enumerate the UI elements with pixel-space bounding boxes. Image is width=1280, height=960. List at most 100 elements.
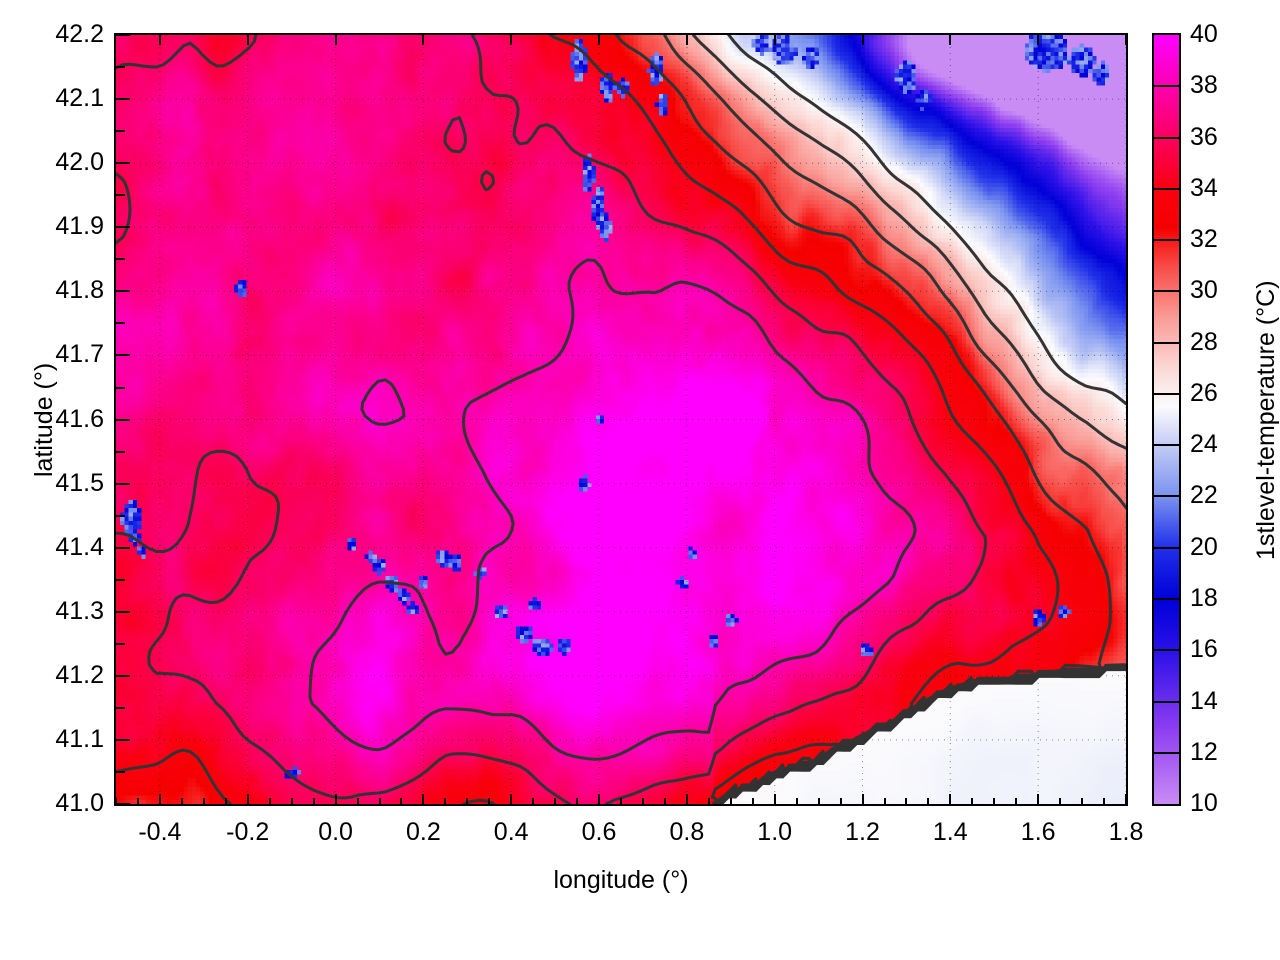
x-minor-tick bbox=[466, 798, 468, 804]
y-tick bbox=[116, 354, 130, 356]
y-tick bbox=[116, 162, 130, 164]
x-minor-tick bbox=[1059, 798, 1061, 804]
colorbar-tick-label-2: 14 bbox=[1190, 689, 1218, 714]
x-tick bbox=[510, 794, 512, 804]
x-minor-tick bbox=[730, 798, 732, 804]
x-tick-label-4: 0.4 bbox=[471, 820, 551, 845]
x-tick-top bbox=[949, 35, 951, 45]
y-minor-tick bbox=[116, 643, 125, 645]
x-tick-top bbox=[598, 35, 600, 45]
colorbar-tick bbox=[1152, 137, 1181, 139]
x-tick-top bbox=[422, 35, 424, 45]
x-tick-top bbox=[1037, 35, 1039, 45]
y-minor-tick bbox=[116, 66, 125, 68]
x-tick bbox=[862, 794, 864, 804]
x-tick bbox=[335, 794, 337, 804]
colorbar-tick-label-3: 16 bbox=[1190, 637, 1218, 662]
x-minor-tick bbox=[269, 798, 271, 804]
x-tick bbox=[1125, 794, 1127, 804]
colorbar-title: 1stlevel-temperature (°C) bbox=[1252, 280, 1280, 560]
x-tick-label-3: 0.2 bbox=[383, 820, 463, 845]
y-tick-label-11: 42.1 bbox=[8, 86, 104, 111]
colorbar-tick-label-1: 12 bbox=[1190, 740, 1218, 765]
y-minor-tick bbox=[116, 194, 125, 196]
y-tick bbox=[116, 290, 130, 292]
colorbar-tick bbox=[1152, 649, 1181, 651]
y-tick bbox=[116, 803, 130, 805]
x-tick-top bbox=[774, 35, 776, 45]
x-tick-label-7: 1.0 bbox=[735, 820, 815, 845]
x-minor-tick bbox=[884, 798, 886, 804]
colorbar-tick bbox=[1152, 547, 1181, 549]
colorbar-tick-label-15: 40 bbox=[1190, 22, 1218, 47]
y-minor-tick bbox=[116, 258, 125, 260]
y-minor-tick bbox=[116, 130, 125, 132]
x-tick bbox=[159, 794, 161, 804]
y-minor-tick bbox=[116, 387, 125, 389]
x-tick bbox=[774, 794, 776, 804]
y-minor-tick bbox=[116, 451, 125, 453]
x-tick bbox=[686, 794, 688, 804]
x-minor-tick bbox=[532, 798, 534, 804]
x-minor-tick bbox=[203, 798, 205, 804]
y-tick bbox=[116, 34, 130, 36]
x-tick-top bbox=[247, 35, 249, 45]
x-minor-tick bbox=[357, 798, 359, 804]
x-minor-tick bbox=[554, 798, 556, 804]
x-tick-top bbox=[510, 35, 512, 45]
y-minor-tick bbox=[116, 515, 125, 517]
x-minor-tick bbox=[905, 798, 907, 804]
colorbar-tick-label-13: 36 bbox=[1190, 125, 1218, 150]
colorbar-tick-label-5: 20 bbox=[1190, 535, 1218, 560]
x-tick-top bbox=[159, 35, 161, 45]
x-minor-tick bbox=[752, 798, 754, 804]
x-tick-label-6: 0.8 bbox=[647, 820, 727, 845]
x-tick-label-5: 0.6 bbox=[559, 820, 639, 845]
colorbar-tick-label-6: 22 bbox=[1190, 483, 1218, 508]
colorbar-tick bbox=[1152, 752, 1181, 754]
y-minor-tick bbox=[116, 579, 125, 581]
y-tick-label-9: 41.9 bbox=[8, 214, 104, 239]
x-minor-tick bbox=[620, 798, 622, 804]
y-tick-label-0: 41.0 bbox=[8, 791, 104, 816]
y-tick-label-2: 41.2 bbox=[8, 663, 104, 688]
x-tick-top bbox=[335, 35, 337, 45]
colorbar-tick-label-4: 18 bbox=[1190, 586, 1218, 611]
colorbar-tick-label-7: 24 bbox=[1190, 432, 1218, 457]
y-tick bbox=[116, 419, 130, 421]
x-tick-label-0: -0.4 bbox=[120, 820, 200, 845]
x-tick-top bbox=[862, 35, 864, 45]
x-tick-label-9: 1.4 bbox=[910, 820, 990, 845]
colorbar-tick bbox=[1152, 598, 1181, 600]
colorbar-tick-label-9: 28 bbox=[1190, 330, 1218, 355]
y-tick bbox=[116, 739, 130, 741]
x-minor-tick bbox=[971, 798, 973, 804]
x-minor-tick bbox=[181, 798, 183, 804]
x-tick-label-11: 1.8 bbox=[1086, 820, 1166, 845]
x-minor-tick bbox=[379, 798, 381, 804]
y-tick bbox=[116, 547, 130, 549]
x-minor-tick bbox=[927, 798, 929, 804]
colorbar-tick-label-12: 34 bbox=[1190, 176, 1218, 201]
x-tick-label-8: 1.2 bbox=[823, 820, 903, 845]
colorbar-tick-label-14: 38 bbox=[1190, 73, 1218, 98]
x-tick bbox=[598, 794, 600, 804]
y-minor-tick bbox=[116, 322, 125, 324]
colorbar-tick bbox=[1152, 85, 1181, 87]
colorbar-gradient bbox=[1154, 35, 1179, 804]
y-tick-label-10: 42.0 bbox=[8, 150, 104, 175]
colorbar-tick-label-11: 32 bbox=[1190, 227, 1218, 252]
x-tick-top bbox=[686, 35, 688, 45]
x-tick-label-1: -0.2 bbox=[208, 820, 288, 845]
colorbar-tick bbox=[1152, 342, 1181, 344]
colorbar-tick bbox=[1152, 290, 1181, 292]
y-minor-tick bbox=[116, 771, 125, 773]
x-tick bbox=[247, 794, 249, 804]
x-minor-tick bbox=[313, 798, 315, 804]
figure-root: -0.4 -0.2 0.0 0.2 0.4 0.6 0.8 1.0 1.2 1.4 1.6 1.8 41… bbox=[0, 0, 1280, 960]
colorbar-tick-label-10: 30 bbox=[1190, 278, 1218, 303]
x-axis-title: longitude (°) bbox=[0, 866, 1242, 895]
y-tick bbox=[116, 483, 130, 485]
x-minor-tick bbox=[225, 798, 227, 804]
x-minor-tick bbox=[137, 798, 139, 804]
